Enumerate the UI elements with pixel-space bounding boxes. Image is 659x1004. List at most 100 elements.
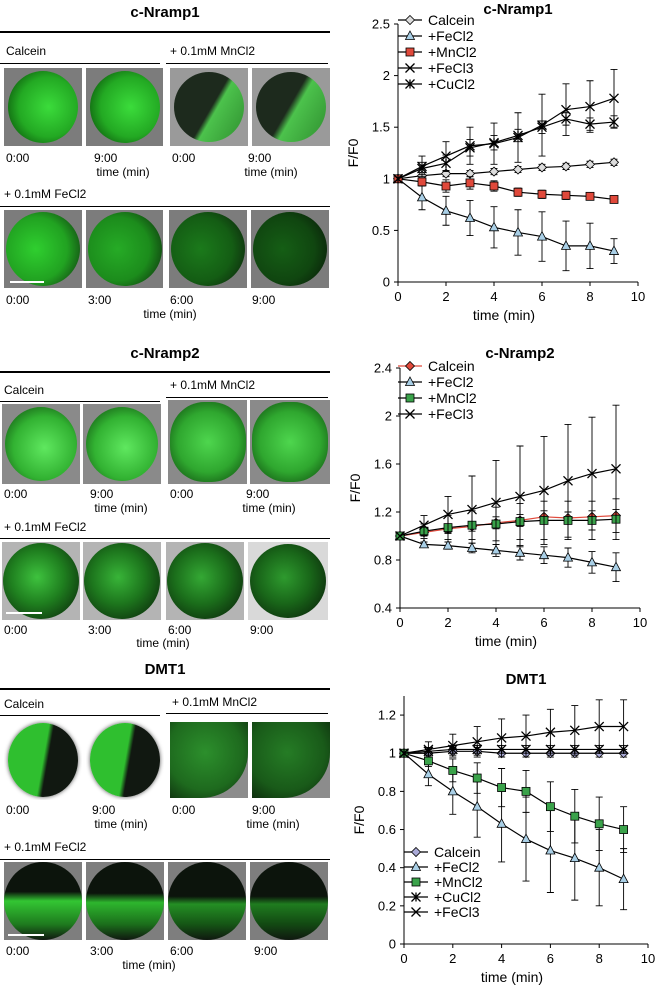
x-tick-label: 8 bbox=[586, 289, 593, 304]
data-point bbox=[569, 725, 580, 736]
legend-marker bbox=[404, 360, 416, 372]
x-tick-label: 4 bbox=[498, 951, 505, 966]
data-point bbox=[585, 191, 595, 201]
series-cucl2 bbox=[393, 112, 619, 184]
series-cucl2 bbox=[399, 744, 629, 759]
data-point bbox=[418, 538, 430, 549]
cell-image bbox=[2, 542, 80, 620]
data-point bbox=[545, 727, 556, 738]
series-mncl2 bbox=[393, 174, 619, 204]
timestamp: 0:00 bbox=[6, 944, 30, 958]
x-tick-label: 4 bbox=[492, 615, 499, 630]
panel2-calcein-label: Calcein bbox=[4, 383, 45, 397]
data-point bbox=[512, 226, 524, 237]
data-point bbox=[594, 861, 605, 872]
cell-image bbox=[248, 542, 328, 620]
data-point bbox=[466, 542, 478, 552]
scale-bar bbox=[6, 612, 42, 614]
legend-marker bbox=[404, 14, 416, 26]
scale-bar bbox=[8, 934, 44, 936]
legend-label: +FeCl3 bbox=[434, 904, 480, 920]
panel1-mn-label: + 0.1mM MnCl2 bbox=[170, 44, 256, 58]
legend-marker bbox=[404, 30, 416, 40]
data-point bbox=[536, 162, 548, 173]
timestamp: 0:00 bbox=[4, 623, 28, 637]
data-point bbox=[586, 556, 598, 567]
data-point bbox=[423, 768, 434, 779]
data-point bbox=[608, 245, 620, 255]
legend-label: +MnCl2 bbox=[428, 390, 477, 406]
x-axis-label: time (min) bbox=[475, 633, 537, 649]
y-tick-label: 1 bbox=[383, 171, 390, 186]
data-point bbox=[442, 539, 454, 550]
data-point bbox=[585, 101, 595, 112]
time-axis-label: time (min) bbox=[242, 501, 296, 515]
data-point bbox=[514, 546, 526, 557]
x-axis-label: time (min) bbox=[473, 307, 535, 323]
series-line bbox=[397, 161, 615, 180]
chart-title: DMT1 bbox=[506, 671, 547, 688]
timestamp: 3:00 bbox=[90, 944, 114, 958]
timestamp: 9:00 bbox=[90, 487, 114, 501]
time-axis-label: time (min) bbox=[94, 501, 148, 515]
x-tick-label: 0 bbox=[394, 289, 401, 304]
y-tick-label: 0 bbox=[389, 937, 396, 952]
y-tick-label: 0.8 bbox=[374, 553, 392, 568]
data-point bbox=[537, 189, 547, 199]
data-point bbox=[609, 93, 619, 104]
data-point bbox=[538, 549, 550, 560]
y-tick-label: 2 bbox=[385, 409, 392, 424]
chart-title: c-Nramp2 bbox=[485, 345, 554, 362]
data-point bbox=[491, 497, 501, 508]
y-tick-label: 2.4 bbox=[374, 361, 392, 376]
cell-image bbox=[4, 862, 82, 940]
legend-marker bbox=[405, 79, 415, 89]
data-point bbox=[472, 800, 483, 811]
cell-image bbox=[170, 68, 248, 146]
data-point bbox=[513, 187, 523, 197]
y-axis-label: F/F0 bbox=[351, 805, 367, 834]
chart-legend: Calcein+FeCl2+MnCl2+CuCl2+FeCl3 bbox=[404, 844, 483, 920]
data-point bbox=[399, 748, 409, 759]
chart-legend: Calcein+FeCl2+MnCl2+FeCl3+CuCl2 bbox=[398, 12, 477, 92]
data-point bbox=[416, 191, 428, 202]
data-point bbox=[594, 721, 605, 732]
series-line bbox=[397, 97, 615, 180]
cell-image bbox=[170, 722, 248, 798]
series-fecl3 bbox=[399, 699, 629, 759]
y-axis-label: F/F0 bbox=[345, 138, 361, 167]
legend-marker bbox=[410, 861, 422, 871]
legend-label: +CuCl2 bbox=[428, 76, 475, 92]
data-point bbox=[496, 733, 507, 743]
series-line bbox=[399, 518, 617, 537]
series-fecl3 bbox=[395, 404, 621, 548]
data-point bbox=[467, 504, 477, 515]
data-point bbox=[497, 783, 507, 792]
cell-image bbox=[250, 862, 328, 940]
legend-label: +FeCl2 bbox=[434, 859, 480, 875]
legend-label: +FeCl3 bbox=[428, 406, 474, 422]
data-point bbox=[417, 177, 427, 187]
data-point bbox=[447, 740, 458, 751]
series-calcein bbox=[392, 157, 620, 184]
data-point bbox=[395, 531, 405, 541]
data-point bbox=[537, 122, 547, 133]
panel1-fe-rule bbox=[0, 206, 330, 207]
data-point bbox=[570, 811, 580, 821]
y-tick-label: 1 bbox=[389, 746, 396, 761]
panel3-fe-rule bbox=[0, 859, 330, 860]
panel2-fe-label: + 0.1mM FeCl2 bbox=[4, 520, 87, 534]
data-point bbox=[561, 113, 571, 124]
data-point bbox=[472, 773, 482, 783]
scale-bar bbox=[10, 281, 44, 283]
x-tick-label: 0 bbox=[400, 951, 407, 966]
timestamp: 9:00 bbox=[92, 803, 116, 817]
data-point bbox=[393, 173, 403, 184]
timestamp: 9:00 bbox=[94, 151, 118, 165]
data-point bbox=[610, 561, 622, 572]
data-point bbox=[465, 142, 475, 153]
y-tick-label: 0.4 bbox=[374, 601, 392, 616]
timestamp: 0:00 bbox=[172, 151, 196, 165]
y-axis-label: F/F0 bbox=[347, 473, 363, 502]
series-fecl2 bbox=[392, 172, 620, 272]
